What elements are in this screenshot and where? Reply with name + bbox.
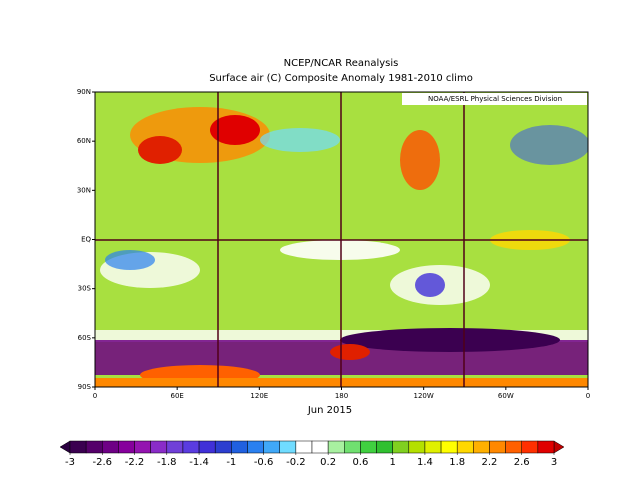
map-gridlines bbox=[95, 92, 588, 387]
colorbar-box bbox=[456, 440, 474, 454]
colorbar-tick-label: -2.2 bbox=[125, 457, 145, 468]
colorbar-tick-label: -3 bbox=[65, 457, 75, 468]
colorbar-box bbox=[182, 440, 200, 454]
colorbar-tick-label: 3 bbox=[551, 457, 557, 468]
y-tick-label: 30S bbox=[78, 285, 92, 293]
colorbar-box bbox=[295, 440, 313, 454]
x-tick-label: 120E bbox=[250, 392, 268, 400]
colorbar-tick-label: 1 bbox=[389, 457, 395, 468]
colorbar-box bbox=[505, 440, 522, 454]
x-tick-label: 60E bbox=[170, 392, 183, 400]
colorbar-box bbox=[134, 440, 151, 454]
y-tick-label: 30N bbox=[77, 186, 91, 194]
colorbar-box bbox=[408, 440, 426, 454]
colorbar-tick-label: -0.2 bbox=[286, 457, 306, 468]
x-tick-label: 120W bbox=[414, 392, 434, 400]
colorbar-box bbox=[102, 440, 119, 454]
colorbar-tick-label: 0.2 bbox=[320, 457, 336, 468]
colorbar-tick-label: -1 bbox=[226, 457, 236, 468]
colorbar-tick-label: -2.6 bbox=[93, 457, 113, 468]
colorbar-tick-label: -0.6 bbox=[254, 457, 274, 468]
colorbar-under bbox=[59, 440, 71, 454]
colorbar-box bbox=[521, 440, 539, 454]
colorbar-box bbox=[198, 440, 216, 454]
y-tick-label: 60S bbox=[78, 334, 92, 342]
x-axis-label: Jun 2015 bbox=[307, 405, 352, 416]
y-tick-label: 90N bbox=[77, 88, 91, 96]
colorbar-box bbox=[537, 440, 555, 454]
y-tick-label: 90S bbox=[78, 383, 92, 391]
colorbar-box bbox=[214, 440, 232, 454]
y-tick-label: EQ bbox=[81, 236, 91, 244]
colorbar-box bbox=[150, 440, 168, 454]
x-tick-label: 180 bbox=[335, 392, 348, 400]
colorbar-box bbox=[327, 440, 345, 454]
colorbar-box bbox=[311, 440, 329, 454]
x-tick-label: 60W bbox=[498, 392, 514, 400]
credit-box bbox=[402, 93, 587, 105]
colorbar-over bbox=[553, 440, 565, 454]
colorbar-tick-label: 1.4 bbox=[417, 457, 433, 468]
colorbar-box bbox=[118, 440, 135, 454]
colorbar-box bbox=[392, 440, 410, 454]
colorbar-box bbox=[279, 440, 297, 454]
colorbar-box bbox=[440, 440, 458, 454]
colorbar-box bbox=[376, 440, 393, 454]
colorbar-tick-label: 0.6 bbox=[352, 457, 368, 468]
colorbar-box bbox=[166, 440, 184, 454]
colorbar-tick-label: 1.8 bbox=[449, 457, 465, 468]
colorbar-box bbox=[360, 440, 377, 454]
colorbar-box bbox=[344, 440, 361, 454]
y-tick-label: 60N bbox=[77, 137, 91, 145]
colorbar-tick-label: -1.8 bbox=[157, 457, 177, 468]
x-tick-label: 0 bbox=[93, 392, 97, 400]
colorbar-tick-label: 2.6 bbox=[514, 457, 530, 468]
colorbar-box bbox=[263, 440, 280, 454]
colorbar-tick-label: 2.2 bbox=[482, 457, 498, 468]
colorbar-box bbox=[473, 440, 490, 454]
colorbar-box bbox=[69, 440, 87, 454]
colorbar-box bbox=[247, 440, 264, 454]
colorbar-box bbox=[231, 440, 248, 454]
colorbar-box bbox=[489, 440, 506, 454]
colorbar-box bbox=[85, 440, 103, 454]
chart-subtitle: Surface air (C) Composite Anomaly 1981-2… bbox=[209, 73, 473, 84]
chart-title: NCEP/NCAR Reanalysis bbox=[284, 58, 399, 69]
x-tick-label: 0 bbox=[586, 392, 590, 400]
credit: NOAA/ESRL Physical Sciences Division bbox=[428, 95, 562, 103]
colorbar-tick-label: -1.4 bbox=[189, 457, 209, 468]
colorbar-box bbox=[424, 440, 442, 454]
